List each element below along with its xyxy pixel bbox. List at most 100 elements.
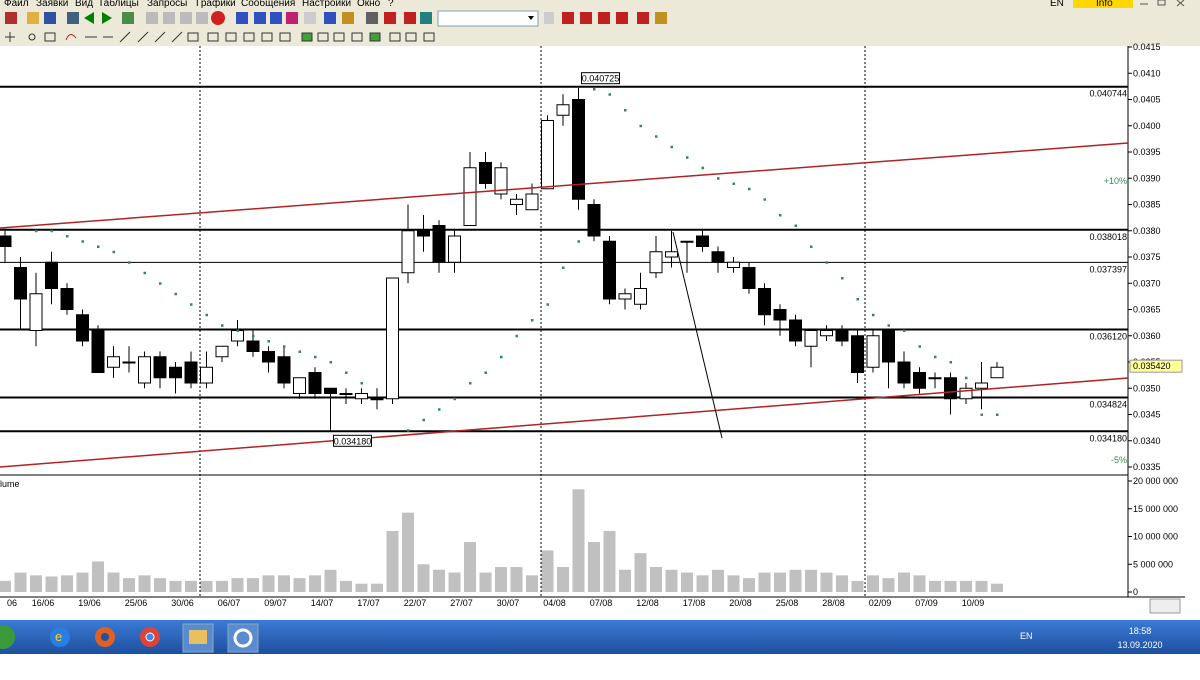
candle-body bbox=[91, 330, 105, 373]
volume-bar bbox=[76, 572, 89, 592]
volume-bar bbox=[603, 530, 616, 592]
volume-bar bbox=[200, 580, 213, 592]
candle-body bbox=[913, 372, 926, 389]
menu-item[interactable]: Настройки bbox=[302, 0, 351, 9]
toolbar-2[interactable] bbox=[5, 31, 435, 43]
volume-bar bbox=[960, 580, 972, 592]
price-tick-label: 0.0365 bbox=[1133, 305, 1161, 315]
price-tick-label: 0.0405 bbox=[1133, 95, 1161, 105]
candle-body bbox=[122, 361, 136, 364]
sar-dot bbox=[732, 182, 735, 185]
volume-bar bbox=[371, 583, 383, 592]
volume-bar bbox=[696, 575, 709, 592]
menu-item[interactable]: Заявки bbox=[36, 0, 68, 9]
sar-dot bbox=[810, 245, 813, 248]
volume-bar bbox=[526, 575, 538, 592]
menu-item[interactable]: Сообщения bbox=[241, 0, 295, 9]
candle-body bbox=[944, 377, 957, 400]
date-label: 06 bbox=[7, 598, 17, 608]
volume-bar bbox=[169, 580, 182, 592]
sar-dot bbox=[484, 371, 487, 374]
date-label: 25/08 bbox=[776, 598, 799, 608]
price-tick-label: 0.0395 bbox=[1133, 147, 1161, 157]
sar-dot bbox=[980, 413, 983, 416]
candle-body bbox=[634, 288, 647, 305]
sar-dot bbox=[66, 235, 69, 238]
plot bbox=[0, 85, 1128, 592]
window-controls[interactable] bbox=[1140, 0, 1185, 7]
price-tick-label: 0.0410 bbox=[1133, 68, 1161, 78]
svg-text:e: e bbox=[55, 629, 62, 644]
volume-bar bbox=[262, 575, 275, 592]
menu-item[interactable]: Таблицы bbox=[98, 0, 139, 9]
info-button[interactable] bbox=[1073, 0, 1133, 8]
price-tick-label: 0.0415 bbox=[1133, 42, 1161, 52]
taskbar-apps[interactable]: e bbox=[50, 623, 259, 653]
candle-body bbox=[432, 225, 446, 263]
candle-body bbox=[804, 330, 818, 347]
candle-body bbox=[494, 167, 508, 195]
date-label: 16/06 bbox=[32, 598, 55, 608]
candle-body bbox=[479, 162, 492, 184]
volume-bar bbox=[619, 569, 631, 592]
candle-body bbox=[417, 230, 430, 237]
candle-body bbox=[866, 335, 880, 368]
candle-body bbox=[448, 235, 461, 263]
menu-item[interactable]: Вид bbox=[75, 0, 93, 9]
toolbar-1[interactable] bbox=[5, 10, 667, 27]
menu-item[interactable]: ? bbox=[388, 0, 394, 9]
date-label: 10/09 bbox=[962, 598, 985, 608]
volume-bar bbox=[247, 578, 259, 592]
price-tick-label: 0.0350 bbox=[1133, 383, 1161, 393]
candle-body bbox=[401, 230, 415, 274]
last-price-label: 0.035420 bbox=[1133, 361, 1171, 371]
tray-date: 13.09.2020 bbox=[1117, 640, 1162, 650]
volume-bar bbox=[805, 569, 817, 592]
start-button[interactable] bbox=[0, 625, 15, 649]
menu-item[interactable]: Графики bbox=[196, 0, 236, 9]
date-label: 07/08 bbox=[590, 598, 613, 608]
date-label: 28/08 bbox=[822, 598, 845, 608]
candle-body bbox=[711, 251, 725, 263]
volume-bar bbox=[495, 567, 507, 592]
volume-tick-label: 10 000 000 bbox=[1133, 532, 1178, 542]
sar-dot bbox=[546, 303, 549, 306]
sar-dot bbox=[949, 361, 952, 364]
language: EN bbox=[1050, 0, 1064, 9]
sar-dot bbox=[655, 135, 658, 138]
sar-dot bbox=[965, 376, 968, 380]
volume-bar bbox=[185, 580, 197, 592]
menu-item[interactable]: Запросы bbox=[147, 0, 187, 9]
menu-item[interactable]: Окно bbox=[357, 0, 381, 9]
candle-body bbox=[990, 366, 1004, 379]
candle-body bbox=[680, 240, 694, 243]
candle-body bbox=[0, 235, 12, 247]
sar-dot bbox=[143, 271, 146, 275]
date-label: 22/07 bbox=[404, 598, 427, 608]
level-label: 0.040744 bbox=[1089, 89, 1127, 99]
sar-dot bbox=[841, 277, 844, 280]
candle-body bbox=[231, 330, 244, 342]
sar-dot bbox=[701, 166, 704, 170]
candle-body bbox=[820, 330, 833, 337]
sar-dot bbox=[190, 303, 193, 306]
volume-bar bbox=[386, 530, 399, 592]
candle-body bbox=[665, 251, 678, 258]
date-label: 27/07 bbox=[450, 598, 473, 608]
date-label: 20/08 bbox=[729, 598, 752, 608]
date-label: 09/07 bbox=[264, 598, 287, 608]
menu-item[interactable]: Файл bbox=[4, 0, 29, 9]
volume-bar bbox=[510, 567, 523, 592]
volume-bar bbox=[712, 569, 724, 592]
volume-bar bbox=[588, 542, 600, 592]
candle-body bbox=[572, 99, 585, 200]
price-tick-label: 0.0370 bbox=[1133, 278, 1161, 288]
candle-body bbox=[277, 356, 291, 384]
candle-body bbox=[107, 356, 120, 368]
volume-bar bbox=[774, 572, 786, 592]
volume-bar bbox=[789, 569, 802, 592]
sar-dot bbox=[81, 240, 84, 243]
scrollbar[interactable] bbox=[1149, 598, 1181, 614]
sar-dot bbox=[717, 177, 720, 180]
volume-bar bbox=[448, 572, 461, 592]
